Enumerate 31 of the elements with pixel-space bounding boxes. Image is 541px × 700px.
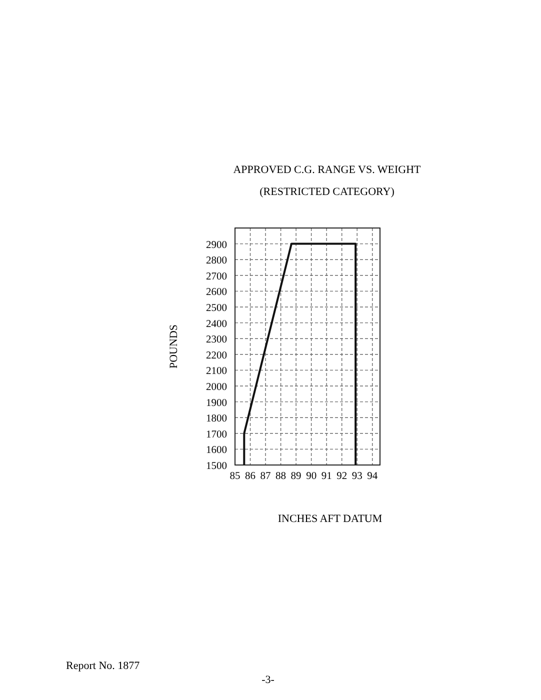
x-tick-label: 90 bbox=[306, 471, 317, 482]
x-tick-label: 87 bbox=[260, 471, 271, 482]
x-tick-label: 92 bbox=[336, 471, 348, 482]
x-tick-label: 85 bbox=[230, 471, 240, 482]
y-tick-label: 2800 bbox=[206, 256, 227, 267]
chart-subtitle: (RESTRICTED CATEGORY) bbox=[260, 186, 395, 198]
y-tick-label: 2500 bbox=[206, 303, 227, 314]
y-tick-label: 2400 bbox=[206, 318, 227, 330]
y-tick-label: 2900 bbox=[206, 240, 227, 251]
x-tick-label: 88 bbox=[276, 471, 286, 482]
y-tick-label: 1800 bbox=[206, 414, 227, 425]
x-tick-label: 89 bbox=[290, 471, 302, 482]
text: -3- bbox=[262, 674, 275, 686]
y-tick-label: 2600 bbox=[206, 287, 227, 298]
x-tick-label: 86 bbox=[245, 471, 256, 482]
y-tick-label: 2200 bbox=[206, 350, 227, 362]
y-tick-label: 2100 bbox=[206, 366, 227, 378]
x-tick-label: 91 bbox=[321, 471, 332, 482]
text: Report No. 1877 bbox=[66, 660, 140, 672]
y-tick-label: 2700 bbox=[206, 271, 227, 282]
y-tick-label: 1700 bbox=[206, 429, 227, 440]
chart-title: APPROVED C.G. RANGE VS. WEIGHT bbox=[233, 164, 422, 176]
y-tick-label: 2000 bbox=[206, 382, 227, 393]
y-tick-label: 1500 bbox=[206, 461, 227, 472]
y-tick-label: 1900 bbox=[206, 398, 227, 409]
y-tick-label: 2300 bbox=[206, 334, 227, 346]
x-tick-label: 93 bbox=[352, 471, 362, 482]
x-tick-label: 94 bbox=[367, 471, 378, 482]
y-tick-label: 1600 bbox=[206, 445, 227, 456]
x-axis-title: INCHES AFT DATUM bbox=[278, 513, 382, 525]
y-axis-title: POUNDS bbox=[168, 324, 180, 369]
